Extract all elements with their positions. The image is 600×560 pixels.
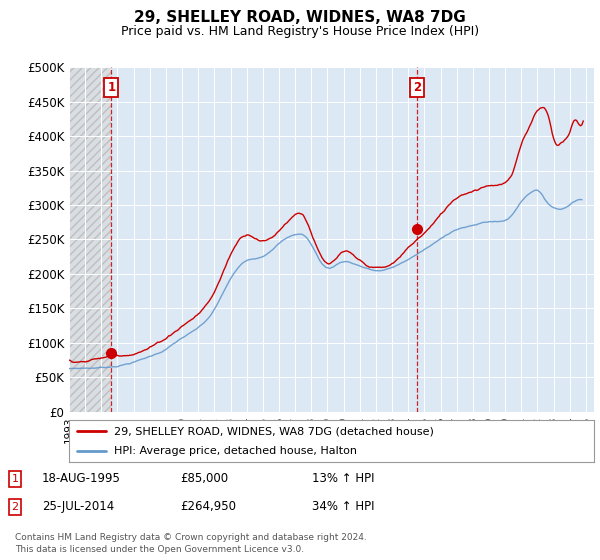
Text: £85,000: £85,000 (180, 472, 228, 486)
Text: Price paid vs. HM Land Registry's House Price Index (HPI): Price paid vs. HM Land Registry's House … (121, 25, 479, 38)
Text: 2: 2 (413, 81, 421, 94)
Text: 29, SHELLEY ROAD, WIDNES, WA8 7DG (detached house): 29, SHELLEY ROAD, WIDNES, WA8 7DG (detac… (113, 426, 433, 436)
Text: HPI: Average price, detached house, Halton: HPI: Average price, detached house, Halt… (113, 446, 356, 456)
Text: 1: 1 (11, 474, 19, 484)
Text: £264,950: £264,950 (180, 500, 236, 514)
Bar (69, 67, 112, 412)
Text: 2: 2 (11, 502, 19, 512)
Text: 25-JUL-2014: 25-JUL-2014 (42, 500, 114, 514)
Text: 13% ↑ HPI: 13% ↑ HPI (312, 472, 374, 486)
Text: 34% ↑ HPI: 34% ↑ HPI (312, 500, 374, 514)
Text: 1: 1 (107, 81, 116, 94)
Text: 29, SHELLEY ROAD, WIDNES, WA8 7DG: 29, SHELLEY ROAD, WIDNES, WA8 7DG (134, 10, 466, 25)
Text: 18-AUG-1995: 18-AUG-1995 (42, 472, 121, 486)
Text: Contains HM Land Registry data © Crown copyright and database right 2024.
This d: Contains HM Land Registry data © Crown c… (15, 533, 367, 554)
